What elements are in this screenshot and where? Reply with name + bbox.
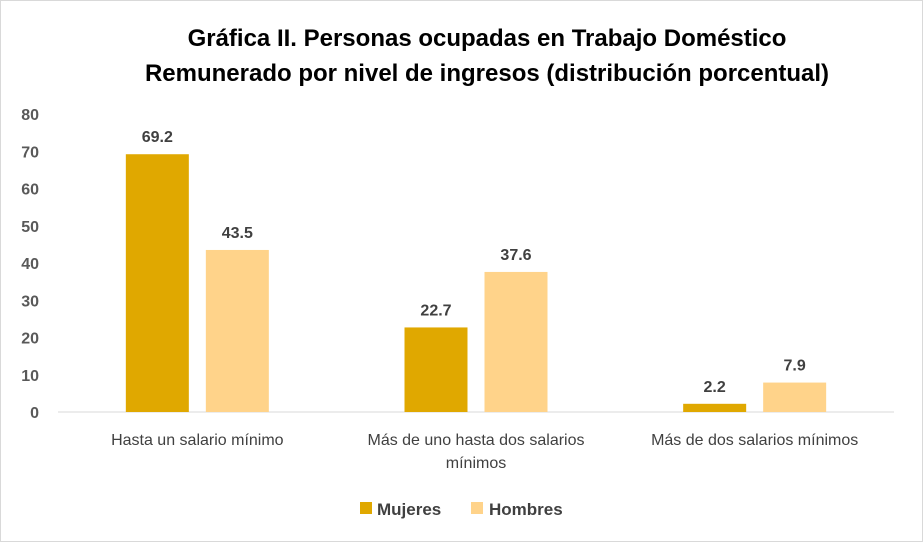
category-label: Más de dos salarios mínimos [651,432,858,449]
data-label: 22.7 [420,302,451,319]
data-label: 69.2 [142,129,173,146]
chart-title-line: Remunerado por nivel de ingresos (distri… [145,60,829,87]
y-tick-label: 0 [30,405,39,422]
y-tick-label: 50 [21,219,39,236]
bar-mujeres [683,403,747,412]
bar-hombres [484,271,548,412]
y-tick-label: 60 [21,182,39,199]
legend-swatch-hombres [471,502,483,514]
chart-title-line: Gráfica II. Personas ocupadas en Trabajo… [188,25,787,52]
category-label: Hasta un salario mínimo [111,432,284,449]
y-tick-label: 40 [21,256,39,273]
legend-swatch-mujeres [360,502,372,514]
bar-mujeres [404,327,468,412]
y-tick-label: 10 [21,368,39,385]
data-label: 43.5 [222,225,253,242]
bar-hombres [205,249,269,412]
y-tick-label: 30 [21,293,39,310]
legend-label-hombres: Hombres [489,500,563,519]
legend-label-mujeres: Mujeres [377,500,441,519]
y-tick-label: 70 [21,144,39,161]
y-tick-label: 20 [21,331,39,348]
y-tick-label: 80 [21,107,39,124]
bar-mujeres [125,154,189,413]
category-label: Más de uno hasta dos salarios [367,432,584,449]
data-label: 7.9 [784,358,806,375]
category-label: mínimos [446,455,506,472]
data-label: 37.6 [500,247,531,264]
data-label: 2.2 [704,379,726,396]
bar-hombres [763,382,827,412]
